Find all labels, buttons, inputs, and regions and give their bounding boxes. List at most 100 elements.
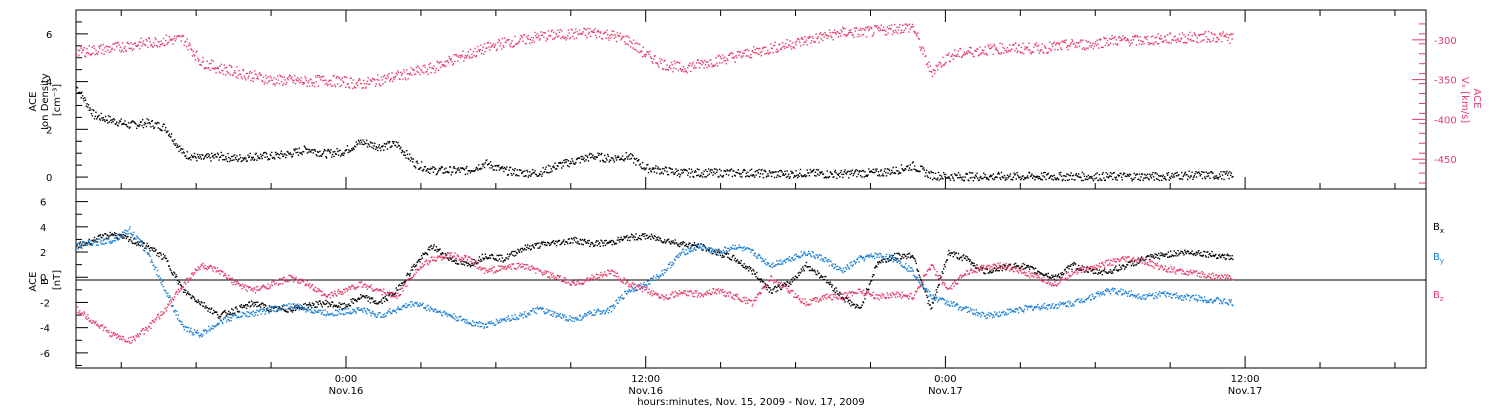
- density-point: [1084, 178, 1087, 181]
- density-point: [289, 152, 291, 154]
- vx-point: [331, 85, 334, 87]
- density-point: [928, 172, 931, 174]
- bx-point: [971, 262, 974, 264]
- bx-point: [914, 260, 917, 262]
- vx-point: [317, 85, 320, 87]
- vx-point: [689, 62, 691, 64]
- density-point: [536, 175, 538, 177]
- density-point: [1230, 172, 1233, 174]
- vx-point: [954, 55, 957, 57]
- bx-point: [423, 253, 426, 255]
- density-point: [152, 125, 154, 127]
- vx-point: [200, 64, 202, 66]
- density-point: [305, 148, 308, 150]
- density-point: [1045, 178, 1047, 181]
- vx-point: [678, 61, 681, 64]
- vx-point: [435, 67, 438, 70]
- density-point: [1117, 174, 1119, 176]
- vx-point: [1228, 34, 1230, 36]
- vx-point: [143, 43, 145, 46]
- bx-point: [1203, 250, 1205, 253]
- density-point: [1167, 171, 1170, 174]
- vx-point: [501, 37, 504, 40]
- density-point: [995, 176, 998, 178]
- density-point: [850, 170, 852, 172]
- vx-point: [566, 35, 569, 37]
- density-point: [679, 174, 682, 176]
- density-point: [1048, 177, 1050, 180]
- density-point: [535, 173, 537, 175]
- density-point: [1110, 175, 1112, 178]
- density-point: [631, 154, 633, 156]
- density-point: [139, 124, 141, 126]
- density-point: [220, 151, 223, 154]
- vx-point: [828, 35, 830, 38]
- vx-point: [1079, 41, 1081, 43]
- vx-point: [140, 37, 142, 40]
- vx-point: [386, 77, 388, 80]
- density-point: [1039, 177, 1041, 180]
- vx-point: [1085, 39, 1087, 42]
- vx-point: [368, 83, 371, 85]
- bx-point: [825, 281, 828, 284]
- density-point: [670, 171, 673, 174]
- by-point: [157, 276, 159, 278]
- density-point: [1017, 174, 1019, 177]
- density-point: [475, 166, 478, 169]
- vx-point: [808, 35, 811, 38]
- vx-point: [647, 51, 649, 53]
- vx-point: [716, 65, 719, 67]
- bx-point: [431, 247, 434, 250]
- bx-point: [976, 264, 978, 266]
- bx-point: [727, 253, 730, 255]
- density-point: [1095, 173, 1097, 175]
- bx-point: [1002, 267, 1004, 269]
- bx-point: [540, 242, 542, 245]
- density-point: [809, 168, 811, 171]
- density-point: [758, 168, 760, 171]
- density-point: [260, 155, 263, 158]
- bx-point: [1019, 267, 1021, 269]
- vx-point: [416, 70, 418, 73]
- density-point: [157, 127, 159, 129]
- bx-point: [1129, 261, 1132, 263]
- density-point: [322, 151, 325, 153]
- bx-point: [276, 310, 278, 313]
- density-point: [93, 118, 96, 120]
- vx-point: [822, 33, 825, 35]
- bx-point: [839, 293, 842, 295]
- vx-point: [311, 82, 313, 84]
- by-point: [161, 283, 163, 286]
- xtick-time-3: 12:00: [1231, 374, 1260, 385]
- vx-point: [1077, 42, 1080, 44]
- bx-point: [744, 267, 746, 269]
- bx-point: [944, 265, 946, 268]
- vx-point: [636, 50, 639, 53]
- bx-point: [226, 313, 228, 315]
- by-point: [156, 269, 159, 272]
- vx-point: [1008, 44, 1011, 46]
- vx-point: [89, 53, 91, 56]
- vx-point: [1090, 46, 1092, 49]
- density-point: [121, 123, 124, 125]
- vx-point: [1140, 40, 1142, 42]
- density-point: [1170, 175, 1173, 177]
- density-point: [245, 160, 248, 163]
- density-point: [614, 155, 616, 157]
- vx-point: [802, 38, 804, 40]
- density-point: [668, 167, 670, 169]
- density-point: [460, 167, 462, 169]
- density-point: [756, 170, 759, 172]
- density-point: [417, 168, 420, 170]
- bx-point: [802, 266, 804, 268]
- density-point: [1129, 173, 1131, 176]
- vx-point: [431, 67, 434, 69]
- density-point: [291, 155, 294, 157]
- vx-point: [479, 48, 481, 51]
- bx-point: [417, 260, 419, 263]
- bx-point: [971, 261, 973, 264]
- bx-point: [153, 247, 156, 250]
- vx-point: [914, 31, 917, 33]
- bx-point: [367, 300, 369, 302]
- vx-point: [1069, 43, 1072, 45]
